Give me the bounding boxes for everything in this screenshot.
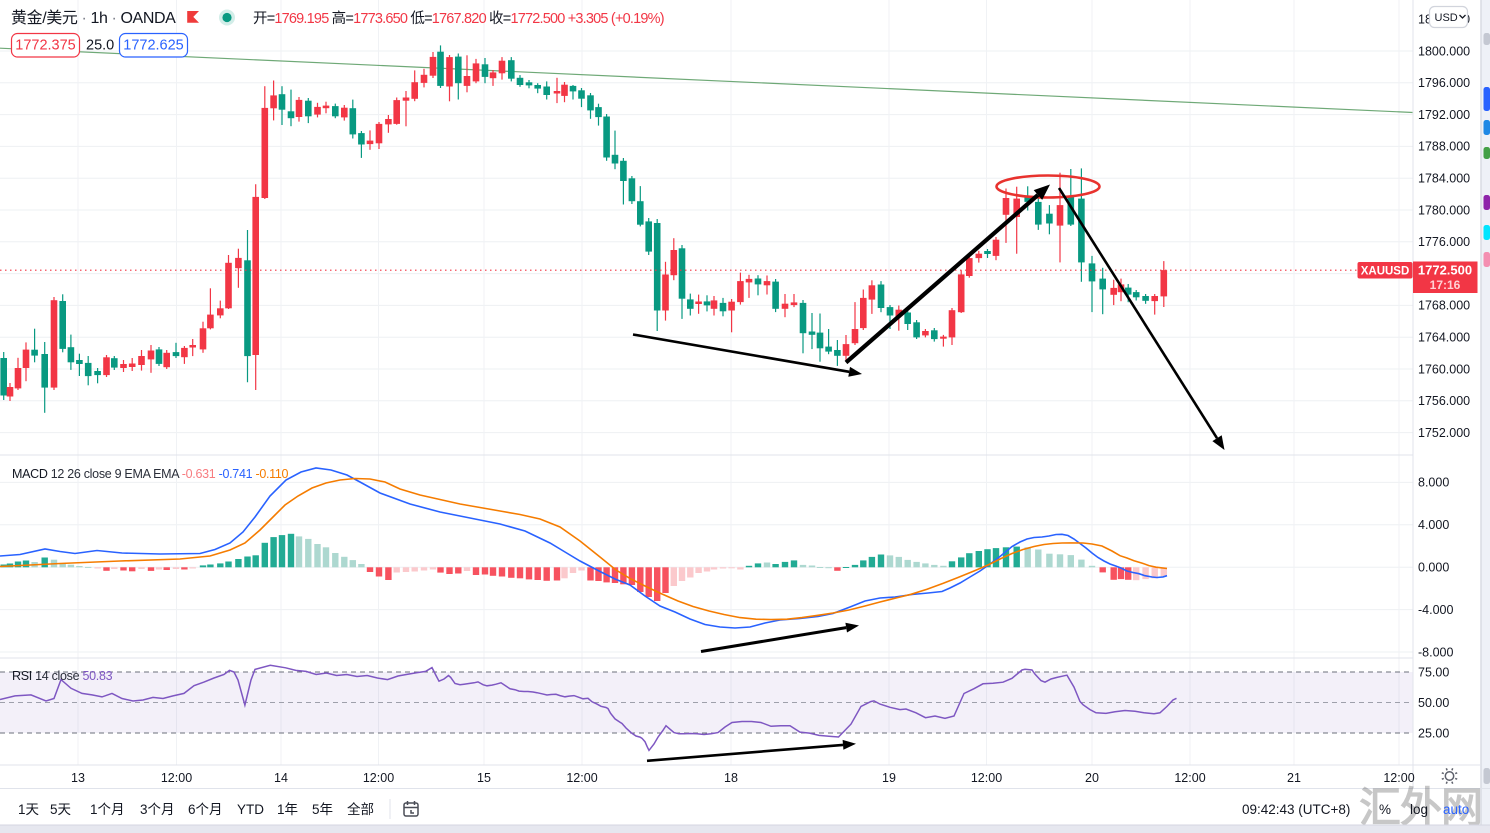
svg-text:12:00: 12:00 (161, 771, 192, 785)
svg-text:25.00: 25.00 (1418, 726, 1449, 740)
svg-text:1764.000: 1764.000 (1418, 331, 1470, 345)
svg-text:5天: 5天 (50, 802, 72, 817)
svg-text:09:42:43 (UTC+8): 09:42:43 (UTC+8) (1242, 802, 1350, 817)
svg-text:开=1769.195 高=1773.650 低=1767.8: 开=1769.195 高=1773.650 低=1767.820 收=1772.… (253, 10, 664, 27)
svg-text:1784.000: 1784.000 (1418, 172, 1470, 186)
svg-text:全部: 全部 (347, 801, 374, 817)
svg-text:1772.375: 1772.375 (15, 38, 75, 54)
svg-text:4.000: 4.000 (1418, 518, 1449, 532)
svg-text:log: log (1410, 802, 1428, 817)
svg-text:1年: 1年 (277, 802, 298, 817)
svg-text:12:00: 12:00 (1174, 771, 1205, 785)
svg-text:12:00: 12:00 (363, 771, 394, 785)
svg-text:-4.000: -4.000 (1418, 603, 1453, 617)
svg-text:YTD: YTD (237, 802, 264, 817)
svg-text:14: 14 (274, 771, 288, 785)
svg-text:黄金/美元 · 1h · OANDA: 黄金/美元 · 1h · OANDA (11, 9, 176, 27)
svg-text:XAUUSD: XAUUSD (1361, 265, 1410, 277)
svg-text:1788.000: 1788.000 (1418, 140, 1470, 154)
svg-text:MACD 12 26 close 9 EMA EMA -0.: MACD 12 26 close 9 EMA EMA -0.631 -0.741… (12, 467, 289, 481)
svg-text:12:00: 12:00 (971, 771, 1002, 785)
svg-text:8.000: 8.000 (1418, 476, 1449, 490)
svg-text:6个月: 6个月 (188, 802, 223, 817)
svg-text:-8.000: -8.000 (1418, 645, 1453, 659)
svg-text:15: 15 (477, 771, 491, 785)
svg-text:汇外网: 汇外网 (1359, 784, 1482, 831)
svg-text:17:16: 17:16 (1430, 278, 1461, 292)
svg-text:5年: 5年 (312, 802, 333, 817)
svg-text:1772.500: 1772.500 (1418, 263, 1472, 278)
svg-text:13: 13 (71, 771, 85, 785)
svg-text:12:00: 12:00 (566, 771, 597, 785)
svg-text:12:00: 12:00 (1383, 771, 1414, 785)
svg-text:USD: USD (1435, 12, 1458, 24)
svg-text:1760.000: 1760.000 (1418, 362, 1470, 376)
svg-text:75.00: 75.00 (1418, 665, 1449, 679)
svg-text:auto: auto (1443, 802, 1469, 817)
svg-text:1752.000: 1752.000 (1418, 426, 1470, 440)
svg-text:1780.000: 1780.000 (1418, 203, 1470, 217)
svg-text:1天: 1天 (18, 802, 40, 817)
svg-text:50.00: 50.00 (1418, 696, 1449, 710)
svg-text:1776.000: 1776.000 (1418, 235, 1470, 249)
svg-text:21: 21 (1287, 771, 1301, 785)
svg-text:3个月: 3个月 (140, 802, 175, 817)
svg-text:1756.000: 1756.000 (1418, 394, 1470, 408)
svg-text:1796.000: 1796.000 (1418, 76, 1470, 90)
svg-text:RSI 14 close 50.83: RSI 14 close 50.83 (12, 669, 113, 683)
svg-text:1800.000: 1800.000 (1418, 44, 1470, 58)
svg-text:25.0: 25.0 (86, 38, 114, 54)
svg-text:1772.625: 1772.625 (123, 38, 183, 54)
svg-text:1768.000: 1768.000 (1418, 299, 1470, 313)
svg-text:18: 18 (724, 771, 738, 785)
svg-text:1个月: 1个月 (90, 802, 125, 817)
svg-text:20: 20 (1085, 771, 1099, 785)
svg-text:1792.000: 1792.000 (1418, 108, 1470, 122)
svg-text:19: 19 (882, 771, 896, 785)
svg-text:0.000: 0.000 (1418, 561, 1449, 575)
svg-text:%: % (1379, 802, 1391, 817)
